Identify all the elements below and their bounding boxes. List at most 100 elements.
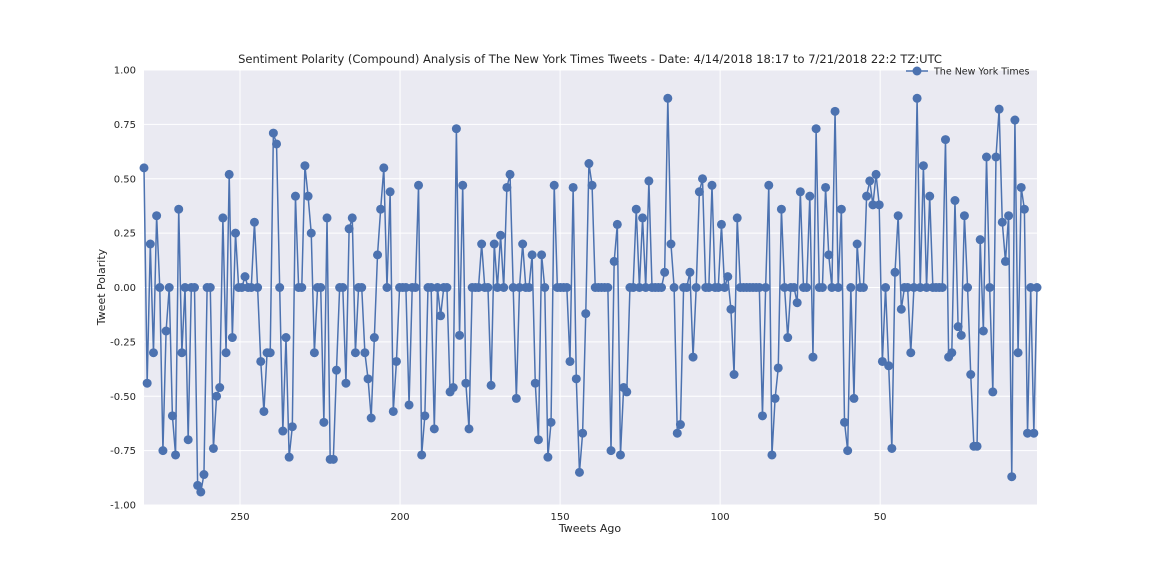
data-point — [1026, 283, 1036, 292]
data-point — [972, 441, 982, 451]
data-point — [256, 356, 266, 366]
data-point — [208, 443, 218, 453]
data-point — [373, 250, 383, 260]
data-point — [448, 383, 458, 393]
data-point — [565, 356, 575, 366]
data-point — [808, 352, 818, 362]
data-point — [404, 400, 414, 410]
data-point — [533, 435, 543, 445]
data-point — [205, 283, 215, 292]
data-point — [290, 191, 300, 201]
data-point — [527, 250, 537, 260]
data-point — [773, 363, 783, 373]
data-point — [161, 326, 171, 336]
data-point — [145, 239, 155, 249]
data-point — [757, 411, 767, 421]
data-point — [199, 470, 209, 480]
data-point — [167, 411, 177, 421]
data-point — [249, 217, 259, 227]
data-point — [634, 283, 644, 292]
data-point — [666, 239, 676, 249]
data-point — [1016, 182, 1026, 192]
data-point — [994, 104, 1004, 114]
data-point — [688, 352, 698, 362]
data-point — [496, 230, 506, 240]
series-line — [143, 97, 1038, 493]
data-point — [477, 239, 487, 249]
data-point — [811, 124, 821, 134]
data-point — [1032, 283, 1042, 292]
data-point — [871, 169, 881, 179]
data-point — [906, 348, 916, 358]
data-point — [578, 428, 588, 438]
data-point — [827, 283, 837, 292]
data-point — [316, 283, 326, 292]
data-point — [682, 283, 692, 292]
data-point — [568, 182, 578, 192]
data-point — [152, 211, 162, 221]
data-point — [180, 283, 190, 292]
data-point — [868, 200, 878, 210]
data-point — [309, 348, 319, 358]
data-point — [685, 267, 695, 277]
data-point — [802, 283, 812, 292]
data-point — [571, 374, 581, 384]
data-point — [836, 204, 846, 214]
data-point — [940, 135, 950, 145]
data-point — [821, 182, 831, 192]
data-point — [212, 391, 222, 401]
data-point — [363, 374, 373, 384]
data-point — [726, 304, 736, 314]
data-point — [350, 348, 360, 358]
data-point — [963, 283, 973, 292]
data-point — [628, 283, 638, 292]
data-point — [319, 417, 329, 427]
data-point — [142, 378, 152, 388]
data-point — [893, 211, 903, 221]
y-tick-label: -0.75 — [110, 446, 136, 457]
data-point — [231, 228, 241, 238]
x-tick-label: 250 — [230, 512, 249, 523]
data-point — [369, 333, 379, 343]
data-point — [729, 370, 739, 379]
data-point — [672, 428, 682, 438]
y-tick-label: -0.25 — [110, 337, 136, 348]
x-tick-label: 200 — [391, 512, 410, 523]
data-point — [830, 106, 840, 116]
data-point — [982, 152, 992, 162]
data-point — [720, 283, 730, 292]
data-point — [953, 322, 963, 332]
y-tick-label: -1.00 — [110, 501, 136, 512]
data-point — [436, 311, 446, 321]
data-point — [1007, 472, 1017, 482]
data-point — [723, 272, 733, 282]
data-point — [268, 128, 278, 138]
data-point — [761, 283, 771, 292]
data-point — [502, 182, 512, 192]
y-tick-label: 0.25 — [114, 229, 136, 240]
legend: The New York Times — [906, 66, 1029, 78]
data-point — [401, 283, 411, 292]
data-point — [776, 204, 786, 214]
x-tick-label: 100 — [711, 512, 730, 523]
data-point — [707, 180, 717, 190]
data-point — [174, 204, 184, 214]
data-point — [458, 180, 468, 190]
data-point — [148, 348, 158, 358]
data-point — [1000, 256, 1010, 266]
data-point — [442, 283, 452, 292]
data-point — [959, 211, 969, 221]
data-point — [660, 267, 670, 277]
data-point — [840, 417, 850, 427]
data-point — [657, 283, 666, 292]
data-point — [366, 413, 376, 423]
data-point — [852, 239, 862, 249]
legend-label: The New York Times — [933, 67, 1029, 78]
data-point — [1029, 428, 1039, 438]
data-point — [429, 424, 439, 434]
data-point — [691, 283, 701, 292]
data-point — [417, 450, 427, 460]
data-point — [287, 422, 297, 432]
data-point — [609, 256, 619, 266]
y-tick-label: 1.00 — [114, 66, 136, 77]
